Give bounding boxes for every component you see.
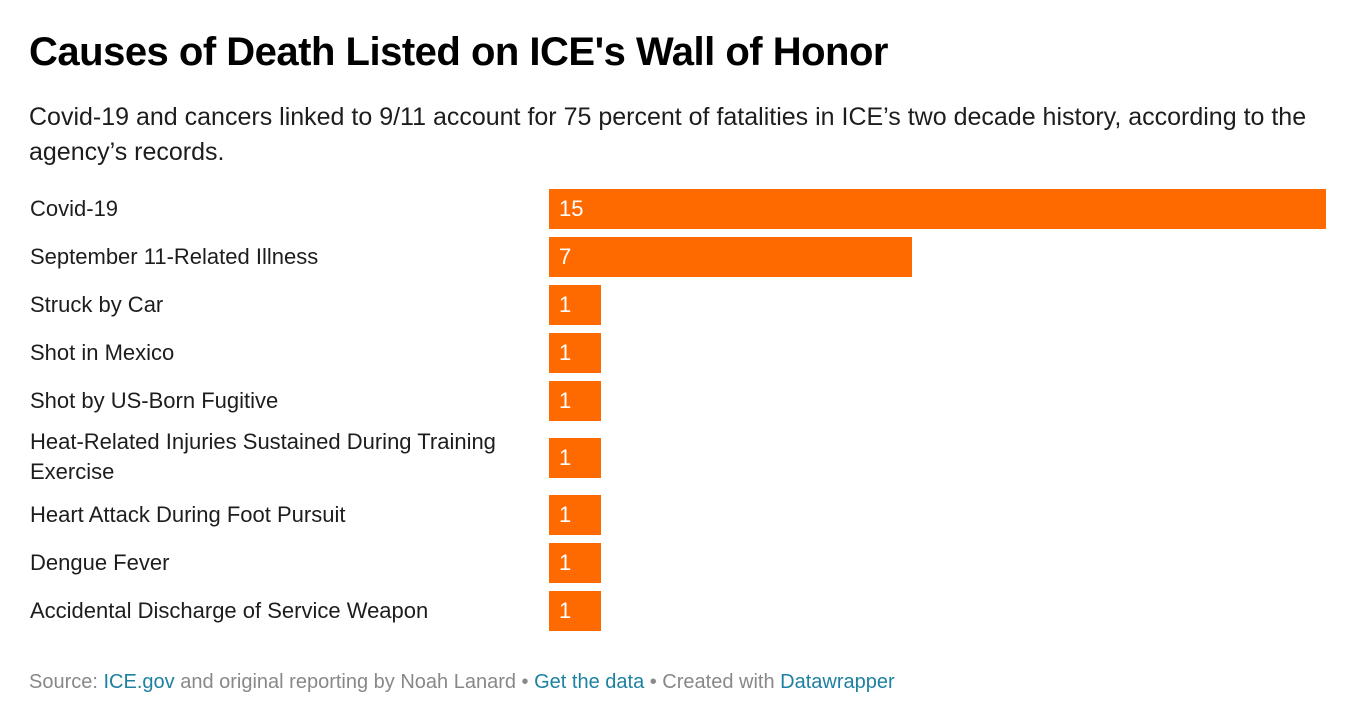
chart-title: Causes of Death Listed on ICE's Wall of … [29, 30, 888, 74]
source-prefix: Source: [29, 671, 104, 693]
bar [549, 333, 601, 373]
created-with-text: • Created with [644, 671, 781, 693]
category-label: Covid-19 [30, 196, 119, 221]
footer-separator: • [515, 671, 535, 693]
bar-value-label: 1 [559, 598, 572, 623]
bar-value-label: 1 [559, 550, 572, 575]
bar-value-label: 1 [559, 340, 572, 365]
bar [549, 285, 601, 325]
bar [549, 381, 601, 421]
bar-value-label: 15 [559, 196, 584, 221]
category-label: Heat-Related Injuries Sustained During T… [30, 429, 496, 484]
footer: Source: ICE.gov and original reporting b… [29, 671, 895, 694]
chart-subtitle: Covid-19 and cancers linked to 9/11 acco… [29, 103, 1307, 166]
bar-value-label: 1 [559, 292, 572, 317]
bar-value-label: 1 [559, 388, 572, 413]
category-label: Dengue Fever [30, 550, 170, 575]
bar [549, 237, 912, 277]
category-label: Heart Attack During Foot Pursuit [30, 502, 346, 527]
category-label: September 11-Related Illness [30, 244, 319, 269]
bar-value-label: 1 [559, 445, 572, 470]
category-label: Struck by Car [30, 292, 164, 317]
bar-value-label: 1 [559, 502, 572, 527]
bar-value-label: 7 [559, 244, 572, 269]
datawrapper-link[interactable]: Datawrapper [780, 671, 895, 693]
bar [549, 438, 601, 478]
source-link[interactable]: ICE.gov [103, 671, 175, 693]
bar [549, 189, 1326, 229]
category-label: Shot by US-Born Fugitive [30, 388, 279, 413]
bar [549, 591, 601, 631]
category-label: Shot in Mexico [30, 340, 175, 365]
category-label: Accidental Discharge of Service Weapon [30, 598, 429, 623]
source-suffix: and original reporting by Noah Lanard [174, 671, 516, 693]
bar [549, 495, 601, 535]
bar [549, 543, 601, 583]
get-the-data-link[interactable]: Get the data [534, 671, 645, 693]
